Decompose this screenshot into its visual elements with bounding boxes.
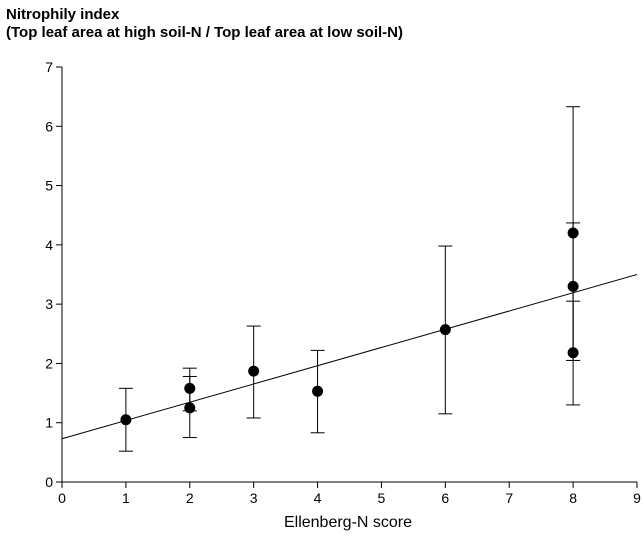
- y-tick-label: 3: [45, 296, 53, 312]
- y-tick-label: 2: [45, 355, 53, 371]
- x-tick-label: 4: [314, 490, 322, 506]
- x-tick-label: 3: [250, 490, 258, 506]
- x-ticks: 0 1 2 3 4 5 6 7 8 9: [58, 482, 641, 506]
- data-point: [439, 324, 451, 336]
- data-points: [120, 227, 579, 426]
- data-point: [184, 382, 196, 394]
- data-point: [120, 414, 132, 426]
- x-tick-label: 7: [505, 490, 513, 506]
- y-axis-title: Nitrophily index (Top leaf area at high …: [6, 6, 403, 42]
- data-point: [567, 280, 579, 292]
- regression-line: [61, 274, 638, 440]
- axes: [61, 67, 637, 483]
- data-point: [567, 227, 579, 239]
- x-tick-label: 9: [633, 490, 641, 506]
- y-tick-label: 7: [45, 59, 53, 75]
- y-tick-label: 4: [45, 237, 53, 253]
- x-tick-label: 5: [378, 490, 386, 506]
- data-point: [248, 365, 260, 377]
- y-axis-title-line1: Nitrophily index: [6, 6, 120, 23]
- regression-line-group: [61, 274, 638, 440]
- data-point: [567, 347, 579, 359]
- data-point: [184, 402, 196, 414]
- x-tick-label: 6: [441, 490, 449, 506]
- data-point: [312, 385, 324, 397]
- error-bars: [118, 106, 581, 452]
- x-tick-label: 2: [186, 490, 194, 506]
- x-tick-label: 8: [569, 490, 577, 506]
- y-tick-label: 1: [45, 415, 53, 431]
- y-tick-label: 5: [45, 178, 53, 194]
- x-axis-label: Ellenberg-N score: [284, 514, 412, 531]
- x-tick-label: 0: [58, 490, 66, 506]
- y-tick-label: 0: [45, 474, 53, 490]
- y-axis-title-line2: (Top leaf area at high soil-N / Top leaf…: [6, 24, 404, 41]
- y-tick-label: 6: [45, 118, 53, 134]
- x-tick-label: 1: [122, 490, 130, 506]
- y-ticks: 0 1 2 3 4 5 6 7: [45, 59, 62, 490]
